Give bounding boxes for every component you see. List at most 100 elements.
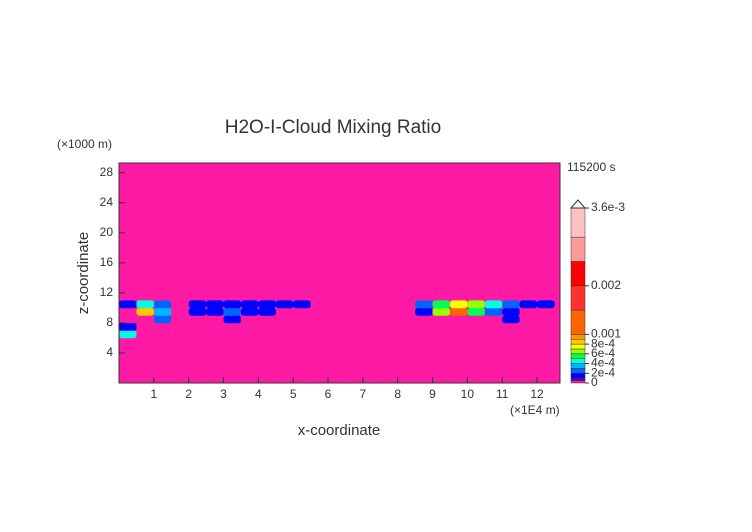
contour-cell: [328, 330, 346, 339]
x-tick-label: 2: [185, 387, 192, 401]
y-tick-label: 24: [100, 195, 114, 209]
contour-cell: [171, 300, 189, 309]
contour-cell: [362, 315, 381, 324]
contour-cell: [275, 330, 294, 339]
contour-cell: [432, 315, 451, 324]
time-label: 115200 s: [567, 160, 616, 174]
contour-cell: [171, 315, 189, 324]
y-tick-label: 28: [100, 165, 114, 179]
contour-cell: [415, 322, 433, 331]
contour-cell: [467, 315, 486, 324]
contour-cell: [345, 330, 364, 339]
colorbar-label: 0.002: [591, 278, 621, 292]
contour-cell: [119, 307, 137, 316]
colorbar-label: 2e-4: [591, 365, 615, 379]
y-tick-label: 8: [106, 315, 113, 329]
contour-cell: [519, 322, 538, 331]
contour-cell: [397, 307, 416, 316]
x-tick-label: 10: [461, 387, 475, 401]
plot-background: [119, 163, 560, 383]
contour-cell: [415, 330, 433, 339]
contour-cell: [467, 300, 486, 309]
contour-cell: [223, 300, 242, 309]
contour-cell: [467, 307, 486, 316]
contour-cell: [188, 330, 207, 339]
contour-cell: [380, 330, 398, 339]
contour-cell: [519, 330, 538, 339]
x-axis-title: x-coordinate: [298, 422, 381, 439]
colorbar-band: [570, 363, 586, 369]
contour-cell: [310, 300, 329, 309]
contour-cell: [467, 330, 486, 339]
contour-cell: [258, 307, 277, 316]
contour-cell: [397, 315, 416, 324]
contour-cell: [171, 322, 189, 331]
contour-cell: [519, 300, 538, 309]
contour-cell: [415, 315, 433, 324]
contour-cell: [449, 330, 468, 339]
contour-cell: [310, 315, 329, 324]
contour-cell: [484, 322, 503, 331]
contour-cell: [397, 322, 416, 331]
contour-cell: [223, 322, 242, 331]
contour-cell: [432, 330, 451, 339]
y-tick-label: 16: [100, 255, 114, 269]
contour-cell: [136, 330, 155, 339]
contour-cell: [502, 322, 520, 331]
contour-cell: [293, 307, 311, 316]
contour-cell: [119, 300, 137, 309]
contour-cell: [293, 315, 311, 324]
contour-cell: [345, 315, 364, 324]
y-unit: (×1000 m): [57, 137, 112, 151]
contour-cell: [275, 300, 294, 309]
contour-cell: [397, 300, 416, 309]
x-tick-label: 5: [290, 387, 297, 401]
contour-cell: [502, 330, 520, 339]
plot-area: [119, 163, 560, 383]
contour-cell: [171, 307, 189, 316]
contour-cell: [328, 307, 346, 316]
colorbar-band: [570, 373, 586, 379]
contour-cell: [119, 315, 137, 324]
contour-cell: [153, 322, 172, 331]
contour-cell: [537, 307, 555, 316]
contour-cell: [449, 322, 468, 331]
x-tick-label: 9: [429, 387, 436, 401]
colorbar-band: [570, 343, 586, 350]
contour-cell: [502, 300, 520, 309]
contour-cell: [240, 330, 259, 339]
colorbar-band: [570, 339, 586, 345]
contour-cell: [310, 330, 329, 339]
x-tick-label: 7: [359, 387, 366, 401]
contour-cell: [537, 330, 555, 339]
contour-cell: [171, 330, 189, 339]
contour-cell: [432, 322, 451, 331]
contour-cell: [206, 322, 224, 331]
contour-cell: [362, 322, 381, 331]
colorbar-label: 0.001: [591, 327, 621, 341]
contour-cell: [484, 315, 503, 324]
contour-cell: [136, 307, 155, 316]
contour-cell: [153, 307, 172, 316]
colorbar-arrow: [569, 199, 587, 209]
contour-cell: [119, 322, 137, 331]
contour-cell: [484, 300, 503, 309]
contour-cell: [223, 307, 242, 316]
contour-cell: [258, 315, 277, 324]
contour-cell: [432, 300, 451, 309]
colorbar-label: 3.6e-3: [591, 200, 625, 214]
colorbar-band: [570, 207, 586, 238]
contour-cell: [293, 322, 311, 331]
contour-cell: [380, 322, 398, 331]
contour-cell: [188, 322, 207, 331]
contour-cell: [362, 307, 381, 316]
x-tick-label: 11: [496, 387, 509, 401]
contour-cell: [275, 307, 294, 316]
colorbar-band: [570, 368, 586, 374]
contour-cell: [449, 315, 468, 324]
contour-cell: [119, 330, 137, 339]
colorbar-band: [570, 309, 586, 335]
contour-cell: [502, 307, 520, 316]
y-tick-label: 12: [100, 285, 114, 299]
colorbar-band: [570, 358, 586, 364]
